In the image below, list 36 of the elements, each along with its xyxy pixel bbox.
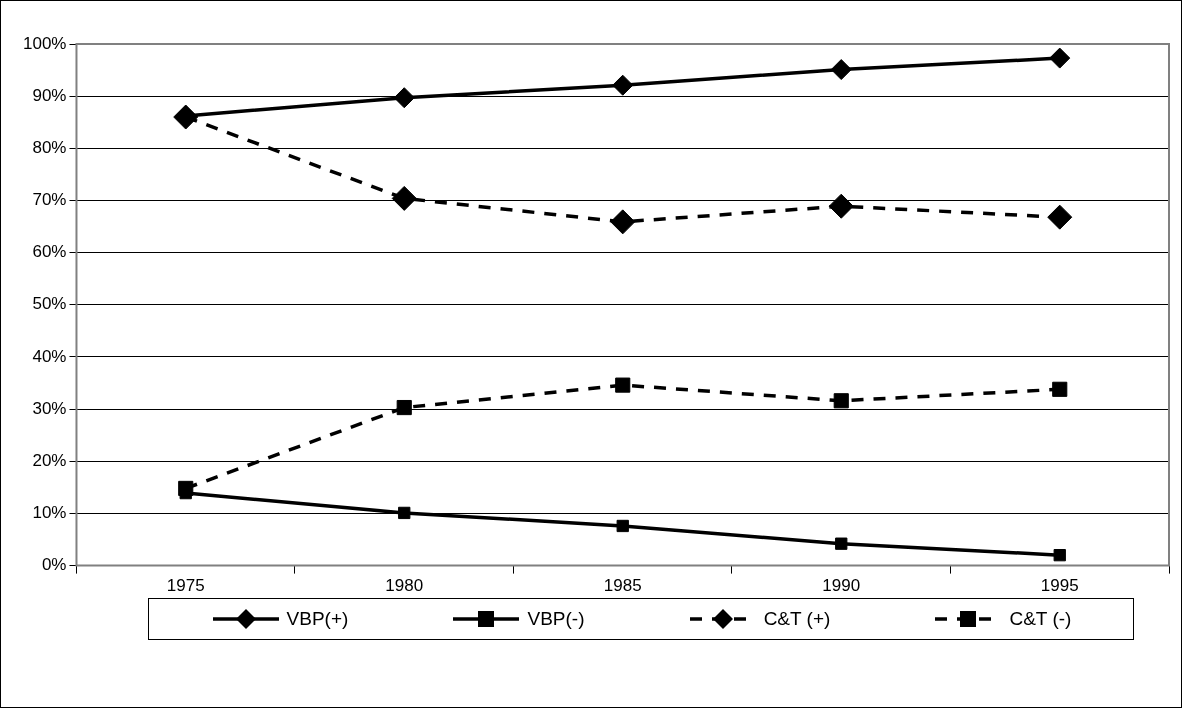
y-tick-label: 0% xyxy=(41,555,67,575)
point xyxy=(616,519,629,533)
point xyxy=(391,185,417,211)
point xyxy=(1052,381,1068,397)
x-tick-label: 1980 xyxy=(385,576,424,596)
y-tick-label: 10% xyxy=(32,503,67,523)
y-tick-label: 50% xyxy=(32,294,67,314)
point xyxy=(1049,47,1071,69)
point xyxy=(393,87,415,109)
y-tick-label: 90% xyxy=(32,85,67,105)
y-tick-label: 100% xyxy=(23,33,67,53)
y-tick-label: 40% xyxy=(32,346,67,366)
legend-label: VBP(-) xyxy=(527,607,585,630)
y-tick-label: 80% xyxy=(32,138,67,158)
point xyxy=(830,59,852,81)
point xyxy=(615,377,631,393)
point xyxy=(396,399,412,416)
point xyxy=(398,506,411,520)
legend-label: C&T (+) xyxy=(763,607,831,630)
x-tick-label: 1995 xyxy=(1040,576,1079,596)
point xyxy=(612,74,634,96)
y-tick-label: 20% xyxy=(32,450,67,470)
point xyxy=(610,209,636,235)
point xyxy=(835,537,848,550)
x-tick-label: 1985 xyxy=(603,576,642,596)
legend-label: VBP(+) xyxy=(286,607,349,630)
y-tick-label: 60% xyxy=(32,242,67,262)
point xyxy=(1047,204,1073,230)
legend-label: C&T (-) xyxy=(1009,607,1072,630)
x-tick-label: 1990 xyxy=(822,576,861,596)
x-tick-label: 1975 xyxy=(166,576,205,596)
y-tick-label: 30% xyxy=(32,398,67,418)
point xyxy=(1053,549,1066,562)
y-tick-label: 70% xyxy=(32,190,67,210)
point xyxy=(833,393,849,409)
point xyxy=(828,193,854,219)
